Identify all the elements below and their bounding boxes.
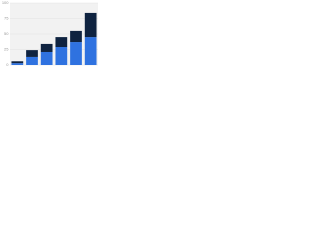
chart: 0 25 50 75 100 <box>2 0 98 67</box>
bar-segment <box>40 43 53 52</box>
bar-segment <box>26 56 38 65</box>
bar-segment <box>84 12 97 38</box>
page: {"chart_data": {"type": "stacked-bar", "… <box>0 0 320 71</box>
bar-segment <box>84 37 97 65</box>
bar-segment <box>11 61 24 64</box>
y-tick-label: 25 <box>4 47 9 52</box>
bar-segment <box>26 50 38 57</box>
y-tick-label: 75 <box>4 16 9 21</box>
y-tick-label: 50 <box>4 31 9 36</box>
bar-segment <box>55 37 68 48</box>
bar-segment <box>40 51 53 65</box>
bar-segment <box>55 47 68 65</box>
bar-segment <box>70 42 82 65</box>
bar-segment <box>70 30 82 43</box>
y-tick-label: 100 <box>2 0 9 5</box>
y-tick-label: 0 <box>6 62 9 67</box>
bar-segment <box>11 63 24 65</box>
